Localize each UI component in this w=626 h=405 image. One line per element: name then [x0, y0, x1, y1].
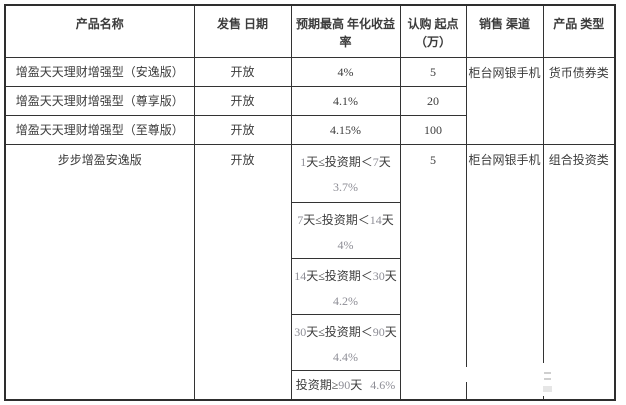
tier-number: 90: [372, 324, 385, 339]
header-line: 产品 类型: [553, 17, 605, 31]
table-row: 增盈天天理财增强型（至尊版） 开放 4.15% 100: [4, 114, 615, 145]
cell-min-purchase: 5: [399, 143, 467, 401]
tier-text: 天≤投资期＜: [306, 324, 373, 339]
header-line: 销售 渠道: [478, 17, 530, 31]
tier-text: 天≤投资期＜: [306, 154, 373, 169]
table-row: 14天≤投资期＜30天 4.2%: [5, 257, 615, 315]
cell-issue-date: 开放: [193, 85, 292, 116]
cell-max-yield: 4.1%: [290, 85, 401, 116]
cell-yield-tier: 1天≤投资期＜7天 3.7%: [290, 143, 401, 203]
header-line: （万）: [414, 35, 451, 49]
watermark-fragment: [543, 386, 552, 392]
tier-text: 投资期≥: [295, 377, 339, 392]
tier-condition: 14天≤投资期＜30天: [292, 264, 399, 289]
cell-product-name: 增盈天天理财增强型（至尊版）: [4, 114, 195, 145]
tier-text: 天: [384, 268, 397, 283]
header-issue-date: 发售 日期: [193, 4, 292, 58]
table-row: 步步增盈安逸版 开放 1天≤投资期＜7天 3.7% 5 柜台网银手机 组合投资类: [4, 143, 616, 401]
cell-issue-date: 开放: [193, 143, 292, 401]
table-row: 增盈天天理财增强型（安逸版） 开放 4% 5 柜台网银手机 货币债券类: [4, 56, 616, 145]
financial-products-table: 产品名称 发售 日期 预期最高 年化收益 率 认购 起点 （万） 销售 渠道 产…: [4, 4, 616, 401]
table-row: 增盈天天理财增强型（尊享版） 开放 4.1% 20: [4, 85, 615, 116]
tier-number: 30: [372, 268, 385, 283]
tier-condition: 7天≤投资期＜14天: [292, 208, 399, 233]
header-min-purchase: 认购 起点 （万）: [399, 4, 467, 58]
watermark-fragment: [544, 378, 551, 380]
watermark-fragment: [464, 367, 473, 382]
cell-yield-tier: 14天≤投资期＜30天 4.2%: [290, 257, 401, 315]
tier-number: 7: [297, 212, 304, 227]
watermark-fragment: [544, 372, 551, 374]
cell-yield-tier: 投资期≥90天 4.6%: [290, 369, 401, 401]
cell-min-purchase: 5: [399, 56, 467, 87]
tier-number: 1: [300, 154, 307, 169]
cell-min-purchase: 100: [399, 114, 467, 145]
cell-yield-tier: 30天≤投资期＜90天 4.4%: [290, 313, 401, 371]
header-line: 预期最高 年化收益: [295, 17, 395, 31]
tier-rate: 3.7%: [333, 179, 358, 194]
cell-max-yield: 4%: [290, 56, 401, 87]
cell-sales-channel: 柜台网银手机: [465, 56, 544, 145]
header-sales-channel: 销售 渠道: [465, 4, 544, 58]
tier-condition: 1天≤投资期＜7天: [292, 150, 399, 175]
tier-number: 14: [294, 268, 307, 283]
tier-rate: 4.6%: [370, 377, 396, 392]
tier-text: 天: [350, 377, 363, 392]
tier-text: 天≤投资期＜: [303, 212, 370, 227]
tier-number: 90: [338, 377, 351, 392]
header-product-type: 产品 类型: [542, 4, 616, 58]
tier-text: 天: [384, 324, 397, 339]
cell-sales-channel: 柜台网银手机: [465, 143, 544, 401]
cell-yield-tier: 7天≤投资期＜14天 4%: [290, 201, 401, 259]
cell-issue-date: 开放: [193, 56, 292, 87]
header-line: 认购 起点: [407, 17, 459, 31]
tier-number: 7: [372, 154, 379, 169]
cell-product-name: 步步增盈安逸版: [4, 143, 195, 401]
cell-product-type: 组合投资类: [542, 143, 616, 401]
header-product-name: 产品名称: [4, 4, 195, 58]
tier-text: 天: [381, 212, 394, 227]
header-max-yield: 预期最高 年化收益 率: [290, 4, 401, 58]
cell-product-name: 增盈天天理财增强型（安逸版）: [4, 56, 195, 87]
tier-condition: 30天≤投资期＜90天: [292, 320, 399, 345]
tier-rate: 4.4%: [333, 349, 358, 364]
cell-min-purchase: 20: [399, 85, 467, 116]
header-line: 发售 日期: [216, 17, 268, 31]
tier-number: 30: [294, 324, 307, 339]
header-line: 率: [339, 35, 352, 49]
cell-max-yield: 4.15%: [290, 114, 401, 145]
tier-text: 天≤投资期＜: [306, 268, 373, 283]
table-row: 30天≤投资期＜90天 4.4%: [5, 313, 615, 371]
header-row: 产品名称 发售 日期 预期最高 年化收益 率 认购 起点 （万） 销售 渠道 产…: [4, 4, 616, 58]
cell-product-name: 增盈天天理财增强型（尊享版）: [4, 85, 195, 116]
cell-issue-date: 开放: [193, 114, 292, 145]
tier-text: 天: [378, 154, 391, 169]
header-line: 产品名称: [75, 17, 124, 31]
tier-number: 14: [369, 212, 382, 227]
tier-rate: 4.2%: [333, 293, 358, 308]
tier-rate: 4%: [337, 237, 354, 252]
cell-product-type: 货币债券类: [542, 56, 616, 145]
table-row: 投资期≥90天 4.6%: [5, 369, 615, 401]
